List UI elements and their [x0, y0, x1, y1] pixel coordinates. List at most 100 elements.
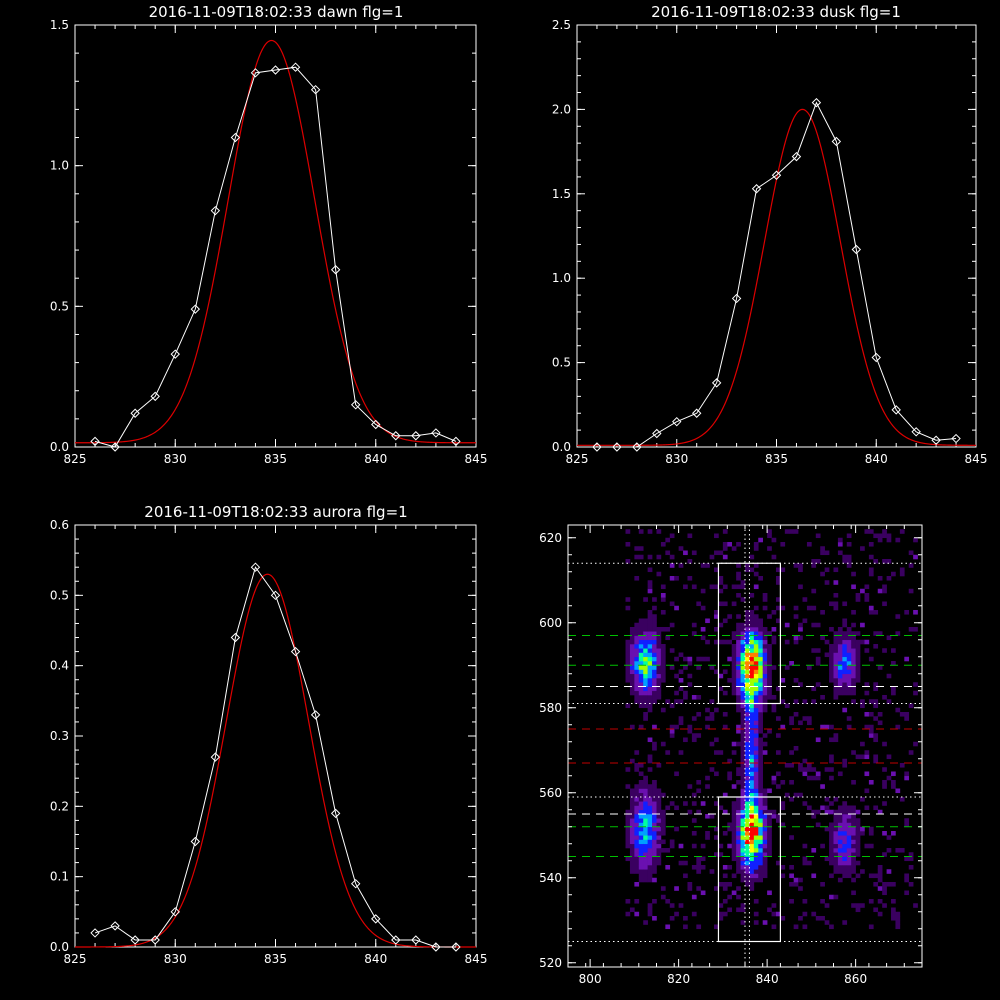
detector-pixel	[789, 780, 794, 785]
detector-region-box	[717, 562, 782, 705]
detector-pixel	[758, 635, 763, 641]
detector-pixel	[727, 542, 733, 547]
detector-pixel	[895, 537, 901, 543]
detector-pixel	[629, 801, 635, 806]
detector-pixel	[767, 848, 772, 853]
aurora-data-point	[250, 562, 261, 572]
detector-pixel	[749, 775, 755, 781]
detector-pixel	[771, 809, 777, 815]
detector-pixel	[851, 869, 856, 874]
detector-pixel	[683, 916, 688, 921]
detector-pixel	[652, 618, 657, 624]
detector-pixel	[643, 792, 648, 798]
detector-pixel	[908, 550, 914, 556]
detector-pixel	[829, 754, 834, 760]
detector-pixel	[855, 652, 861, 658]
detector-pixel	[718, 805, 724, 811]
detector-pixel	[643, 775, 648, 781]
detector-pixel	[700, 627, 706, 632]
detector-pixel	[736, 652, 741, 658]
detector-pixel	[656, 856, 662, 862]
detector-pixel	[842, 822, 848, 828]
detector-pixel	[709, 712, 715, 717]
detector-pixel	[647, 614, 653, 619]
detector-pixel	[745, 835, 750, 840]
detector-pixel	[837, 537, 843, 543]
detector-pixel	[899, 712, 905, 717]
detector-pixel	[660, 665, 666, 670]
detector-pixel	[643, 656, 648, 662]
detector-pixel	[656, 686, 662, 692]
detector-pixel	[625, 809, 631, 815]
detector-pixel	[753, 707, 759, 713]
detector-pixel	[780, 780, 786, 785]
detector-pixel	[625, 826, 631, 832]
detector-pixel	[824, 580, 830, 585]
detector-pixel	[860, 754, 865, 760]
detector-pixel	[638, 780, 644, 785]
detector-pixel	[745, 682, 750, 687]
detector-pixel	[846, 873, 852, 879]
detector-pixel	[696, 856, 702, 862]
detector-pixel	[647, 869, 653, 874]
detector-pixel	[629, 865, 635, 870]
detector-pixel	[731, 852, 737, 857]
detector-pixel	[669, 563, 675, 568]
detector-pixel	[904, 716, 910, 721]
detector-pixel	[860, 699, 865, 704]
detector-pixel	[731, 873, 737, 879]
detector-pixel	[855, 644, 861, 649]
detector-pixel	[740, 695, 746, 700]
detector-pixel	[745, 656, 750, 662]
detector-pixel	[749, 822, 755, 828]
detector-pixel	[753, 741, 759, 747]
aurora-xtick-label: 840	[364, 952, 387, 966]
detector-pixel	[652, 843, 657, 849]
detector-pixel	[891, 899, 896, 904]
dawn-data-point	[330, 265, 341, 275]
detector-pixel	[798, 792, 803, 798]
detector-pixel	[855, 669, 861, 675]
detector-pixel	[798, 563, 803, 568]
detector-pixel	[740, 754, 746, 760]
detector-pixel	[740, 716, 746, 721]
detector-pixel	[855, 839, 861, 845]
detector-pixel	[837, 809, 843, 815]
detector-pixel	[625, 899, 631, 904]
detector-pixel	[753, 754, 759, 760]
detector-pixel	[634, 631, 640, 636]
image-ytick-label: 580	[539, 701, 562, 715]
detector-pixel	[860, 639, 865, 645]
detector-pixel	[634, 673, 640, 679]
detector-pixel	[656, 814, 662, 819]
detector-pixel	[860, 588, 865, 594]
detector-pixel	[767, 631, 772, 636]
detector-pixel	[634, 826, 640, 832]
image-ytick-label: 540	[539, 871, 562, 885]
detector-pixel	[864, 754, 870, 760]
detector-pixel	[753, 899, 759, 904]
detector-pixel	[736, 614, 741, 619]
detector-pixel	[846, 865, 852, 870]
dusk-data-line	[596, 101, 957, 448]
detector-pixel	[740, 839, 746, 845]
detector-pixel	[745, 618, 750, 624]
detector-pixel	[767, 673, 772, 679]
detector-pixel	[758, 788, 763, 794]
detector-pixel	[855, 860, 861, 866]
detector-pixel	[846, 835, 852, 840]
detector-pixel	[762, 644, 768, 649]
detector-pixel	[745, 673, 750, 679]
detector-pixel	[745, 567, 750, 573]
detector-pixel	[638, 809, 644, 815]
detector-pixel	[656, 648, 662, 653]
detector-pixel	[798, 682, 803, 687]
dusk-data-point	[851, 244, 862, 255]
detector-pixel	[758, 720, 763, 726]
detector-pixel	[740, 865, 746, 870]
detector-pixel	[665, 537, 671, 543]
dusk-spectrum-panel: 2016-11-09T18:02:33 dusk flg=1 825 830 835…	[552, 3, 988, 466]
detector-pixel	[643, 661, 648, 666]
detector-pixel	[846, 852, 852, 857]
